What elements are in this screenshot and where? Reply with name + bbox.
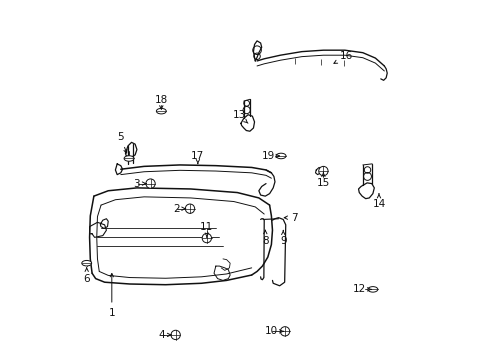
Circle shape bbox=[280, 327, 289, 336]
Text: 5: 5 bbox=[117, 132, 127, 153]
Ellipse shape bbox=[276, 153, 285, 159]
Ellipse shape bbox=[367, 287, 377, 292]
Text: 8: 8 bbox=[262, 230, 268, 246]
Text: 1: 1 bbox=[108, 274, 115, 318]
Ellipse shape bbox=[81, 260, 91, 266]
Ellipse shape bbox=[124, 156, 134, 161]
Text: 13: 13 bbox=[232, 111, 247, 123]
Text: 9: 9 bbox=[279, 230, 286, 246]
Text: 18: 18 bbox=[154, 95, 167, 109]
Text: 11: 11 bbox=[200, 222, 213, 237]
Text: 3: 3 bbox=[133, 179, 146, 189]
Ellipse shape bbox=[156, 108, 166, 114]
Text: 7: 7 bbox=[284, 213, 297, 222]
Text: 16: 16 bbox=[333, 51, 353, 63]
Text: 17: 17 bbox=[191, 151, 204, 164]
Text: 19: 19 bbox=[262, 151, 279, 161]
Text: 14: 14 bbox=[371, 194, 385, 210]
Circle shape bbox=[171, 330, 180, 339]
Text: 12: 12 bbox=[352, 284, 371, 294]
Circle shape bbox=[202, 233, 211, 243]
Text: 4: 4 bbox=[159, 330, 171, 340]
Text: 15: 15 bbox=[316, 172, 329, 188]
Circle shape bbox=[318, 166, 327, 176]
Circle shape bbox=[185, 204, 194, 213]
Text: 6: 6 bbox=[83, 268, 90, 284]
Text: 10: 10 bbox=[264, 326, 283, 336]
Circle shape bbox=[145, 179, 155, 188]
Text: 2: 2 bbox=[173, 204, 185, 214]
